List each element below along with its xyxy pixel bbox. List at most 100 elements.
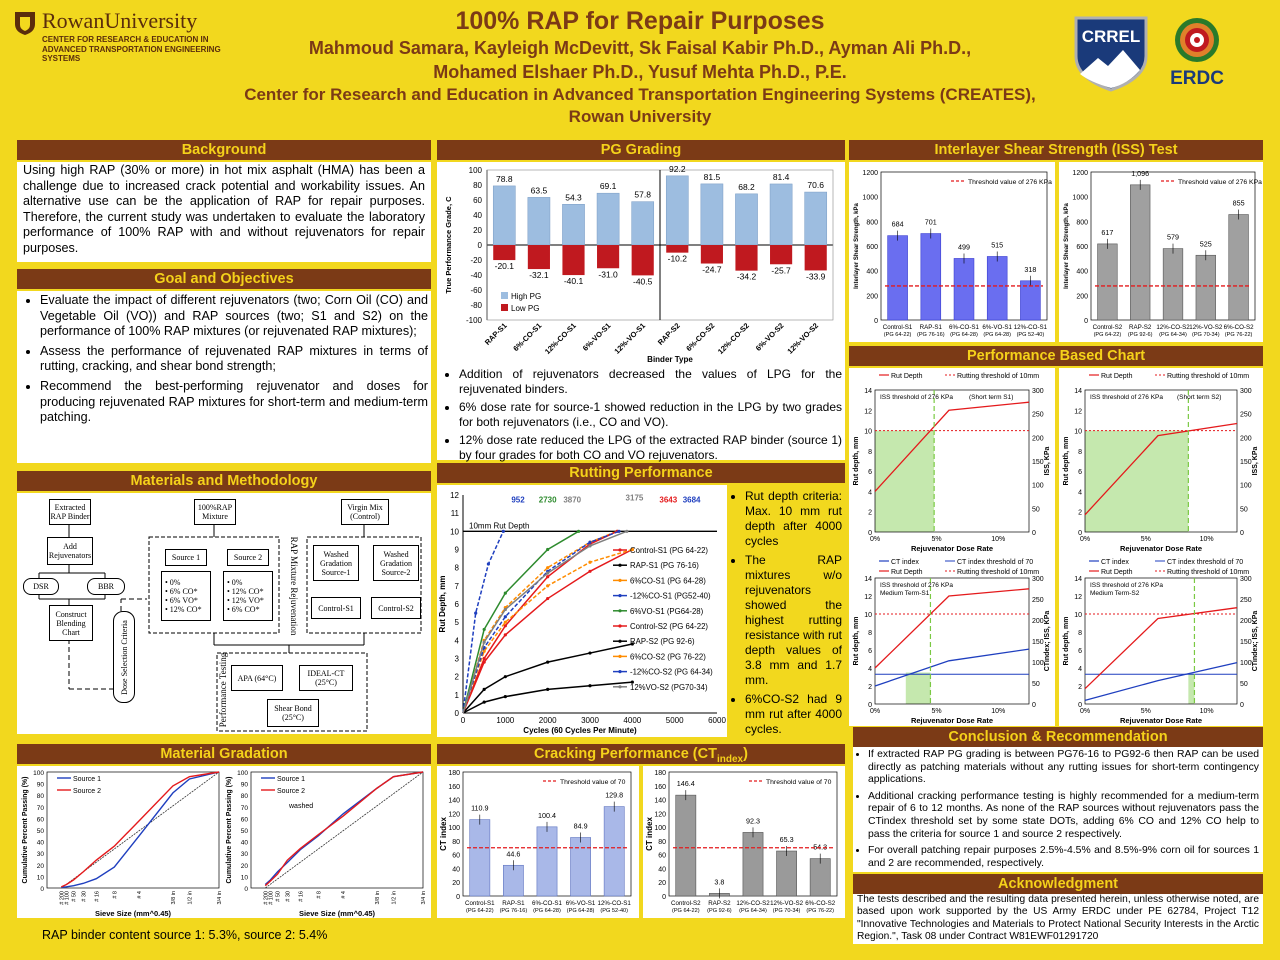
grad-ytick: 80 xyxy=(37,793,45,800)
rut-point xyxy=(546,566,550,570)
flow-control-s2: Control-S2 xyxy=(371,597,421,619)
rut-series-line xyxy=(462,643,633,714)
gradation-panel: 0 10 20 30 40 50 60 70 80 90 100 Source 1 Source 2 # … xyxy=(17,766,431,918)
flow-bbr: BBR xyxy=(87,578,125,595)
bar-category-label: 6%-CO-S1 xyxy=(532,900,562,907)
rut-ytick: 11 xyxy=(451,509,460,518)
rut-annotation: 3643 xyxy=(659,495,677,504)
grad-plot-frame xyxy=(46,771,220,889)
pg-xlabel: Binder Type xyxy=(647,355,693,364)
bar-legend-label: Threshold value of 276 KPa xyxy=(1178,179,1262,186)
bar-rect xyxy=(1228,214,1249,321)
perf-legend-rut: Rut Depth xyxy=(1101,569,1133,576)
perf-legend-thr: Rutting threshold of 10mm xyxy=(1167,569,1249,576)
grad-plot-frame xyxy=(250,771,424,889)
bar-value-label: 146.4 xyxy=(677,779,695,788)
grad-ytick: 100 xyxy=(33,770,44,777)
rowan-shield-icon xyxy=(15,12,35,35)
flow-extracted-binder: Extracted RAP Binder xyxy=(49,499,91,525)
pg-low-label: -40.1 xyxy=(564,276,584,286)
perf-legend-ct: CT index xyxy=(1101,559,1129,566)
perf-xtick: 10% xyxy=(1200,708,1214,715)
flow-washed-2: Washed Gradation Source-2 xyxy=(373,545,419,581)
bar-ytick: 1000 xyxy=(1072,195,1088,202)
flow-ideal-ct: IDEAL-CT (25°C) xyxy=(299,665,353,691)
grad-sieve-label: # 4 xyxy=(341,891,347,899)
perf-ytick-right: 200 xyxy=(1032,618,1044,625)
perf-header: Performance Based Chart xyxy=(849,346,1263,366)
perf-legend-ct-thr: CT index threshold of 70 xyxy=(1167,559,1243,566)
bar-category-label: 6%-CO-S2 xyxy=(1224,324,1254,331)
perf-legend-rut: Rut Depth xyxy=(891,373,923,380)
bar-value-label: 525 xyxy=(1200,239,1212,248)
rut-ytick: 5 xyxy=(455,618,460,627)
rut-legend-label: Control-S1 (PG 64-22) xyxy=(630,546,708,555)
bar-rect xyxy=(469,819,491,897)
bar-category-sub: (PG 64-22) xyxy=(884,332,912,338)
pg-bar-low xyxy=(631,245,654,276)
dose-item: • 6% CO* xyxy=(165,587,198,596)
bar-category-label: 6%-VO-S1 xyxy=(982,324,1012,331)
ack-header: Acknowledgment xyxy=(853,874,1263,894)
bar-ytick: 180 xyxy=(448,770,460,777)
perf-legend-thr: Rutting threshold of 10mm xyxy=(957,373,1039,380)
perf-legend-rut: Rut Depth xyxy=(1101,373,1133,380)
perf-xlabel: Rejuvenator Dose Rate xyxy=(1120,544,1202,553)
flow-blending-chart: Construct Blending Chart xyxy=(49,605,93,641)
authors-line-1: Mahmoud Samara, Kayleigh McDevitt, Sk Fa… xyxy=(308,38,972,58)
flow-add-rejuvenators: Add Rejuvenators xyxy=(47,537,93,565)
pg-bar-high xyxy=(804,191,828,246)
conclusion-bullets: If extracted RAP PG grading is between P… xyxy=(853,749,1263,870)
rut-point xyxy=(482,656,486,661)
perf-ytick-left: 10 xyxy=(864,429,872,436)
perf-ylabel-left: Rut depth, mm xyxy=(853,617,860,666)
pg-high-label: 78.8 xyxy=(496,174,513,184)
bar-value-label: 855 xyxy=(1233,199,1245,208)
iss-header: Interlayer Shear Strength (ISS) Test xyxy=(849,140,1263,160)
perf-ytick-right: 300 xyxy=(1032,576,1044,583)
rut-xtick: 5000 xyxy=(666,716,684,725)
perf-xtick: 10% xyxy=(991,536,1005,543)
grad-legend-label: Source 1 xyxy=(73,776,101,783)
flowchart-connectors xyxy=(38,523,422,732)
bar-ytick: 200 xyxy=(1076,293,1088,300)
rut-legend-label: RAP-S1 (PG 76-16) xyxy=(630,561,699,570)
perf-ytick-left: 14 xyxy=(864,576,872,583)
grad-sieve-label: 3/4 in xyxy=(421,891,427,904)
grad-max-density-line xyxy=(61,771,220,889)
rut-annotation: 3684 xyxy=(683,495,701,504)
perf-acceptable-zone xyxy=(1188,674,1195,704)
bar-value-label: 701 xyxy=(925,218,937,227)
pg-ytick: -80 xyxy=(470,301,482,310)
rut-point xyxy=(546,660,550,664)
rut-point xyxy=(482,687,486,691)
rut-annotation: 3870 xyxy=(563,495,581,504)
perf-ytick-left: 8 xyxy=(1078,630,1082,637)
pg-bar-low xyxy=(735,245,758,271)
rut-legend-marker xyxy=(618,609,622,613)
rut-xtick: 0 xyxy=(461,716,466,725)
rut-point xyxy=(503,624,507,628)
bar-rect xyxy=(920,233,942,321)
pg-category-label: 6%-CO-S1 xyxy=(511,321,543,353)
pg-bar-low xyxy=(527,245,550,270)
grad-ytick: 60 xyxy=(37,816,45,823)
rut-point xyxy=(482,649,486,653)
perf-term-label: (Short term S2) xyxy=(1177,394,1221,401)
bar-rect xyxy=(1020,280,1041,321)
cracking-header-sub: index xyxy=(716,753,744,765)
rut-legend-label: Control-S2 (PG 64-22) xyxy=(630,622,708,631)
pg-category-label: 12%-VO-S2 xyxy=(785,321,820,356)
rut-legend-marker xyxy=(618,548,622,552)
goal-item: Evaluate the impact of different rejuven… xyxy=(40,293,428,340)
bar-ytick: 180 xyxy=(654,770,666,777)
bar-rect xyxy=(953,258,975,321)
dose-item: • 0% xyxy=(227,578,243,587)
grad-ytick: 90 xyxy=(241,782,249,789)
rut-point xyxy=(503,607,507,612)
rut-point xyxy=(588,569,592,573)
bar-rect xyxy=(887,235,908,321)
rut-point xyxy=(503,615,507,619)
grad-sieve-label: 1/2 in xyxy=(187,891,193,904)
rut-legend-label: -12%CO-S2 (PG 64-34) xyxy=(630,668,713,677)
